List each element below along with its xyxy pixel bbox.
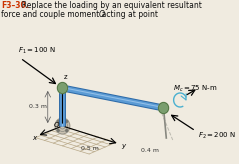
Text: 0.3 m: 0.3 m <box>29 104 47 110</box>
Circle shape <box>57 120 59 122</box>
Text: F3–30.: F3–30. <box>1 1 28 10</box>
Text: Replace the loading by an equivalent resultant: Replace the loading by an equivalent res… <box>17 1 202 10</box>
Text: .: . <box>102 10 104 19</box>
Circle shape <box>66 120 68 122</box>
Text: z: z <box>63 74 67 80</box>
Text: force and couple moment acting at point: force and couple moment acting at point <box>1 10 160 19</box>
Text: O: O <box>98 10 104 19</box>
Text: $F_1 = 100$ N: $F_1 = 100$ N <box>18 46 56 56</box>
Text: $F_2 = 200$ N: $F_2 = 200$ N <box>197 131 236 141</box>
Text: O: O <box>53 122 59 128</box>
Text: x: x <box>32 135 36 141</box>
Circle shape <box>158 102 168 113</box>
Circle shape <box>57 82 68 93</box>
Circle shape <box>57 130 59 132</box>
Text: 0.4 m: 0.4 m <box>141 148 159 153</box>
Circle shape <box>55 118 70 134</box>
Text: $M_c = 75$ N-m: $M_c = 75$ N-m <box>173 84 217 94</box>
Text: y: y <box>121 143 125 149</box>
Circle shape <box>66 130 68 132</box>
Text: 0.5 m: 0.5 m <box>81 146 99 151</box>
